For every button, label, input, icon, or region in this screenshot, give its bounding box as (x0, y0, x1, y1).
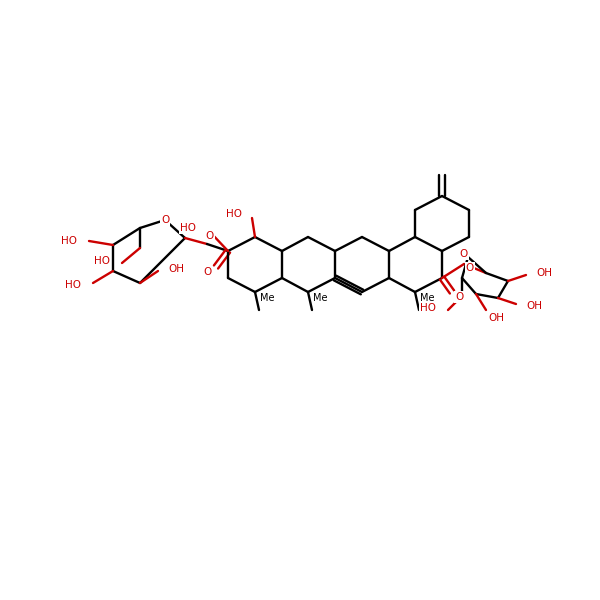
Text: O: O (161, 215, 169, 225)
Text: HO: HO (226, 209, 242, 219)
Text: HO: HO (61, 236, 77, 246)
Text: OH: OH (168, 264, 184, 274)
Text: O: O (455, 292, 463, 302)
Text: O: O (466, 263, 474, 273)
Text: HO: HO (65, 280, 81, 290)
Text: OH: OH (488, 313, 504, 323)
Text: O: O (460, 249, 468, 259)
Text: O: O (206, 231, 214, 241)
Text: Me: Me (260, 293, 274, 303)
Text: HO: HO (94, 256, 110, 266)
Text: O: O (204, 267, 212, 277)
Text: Me: Me (313, 293, 327, 303)
Text: OH: OH (526, 301, 542, 311)
Text: HO: HO (180, 223, 196, 233)
Text: HO: HO (420, 303, 436, 313)
Text: Me: Me (420, 293, 434, 303)
Text: OH: OH (536, 268, 552, 278)
